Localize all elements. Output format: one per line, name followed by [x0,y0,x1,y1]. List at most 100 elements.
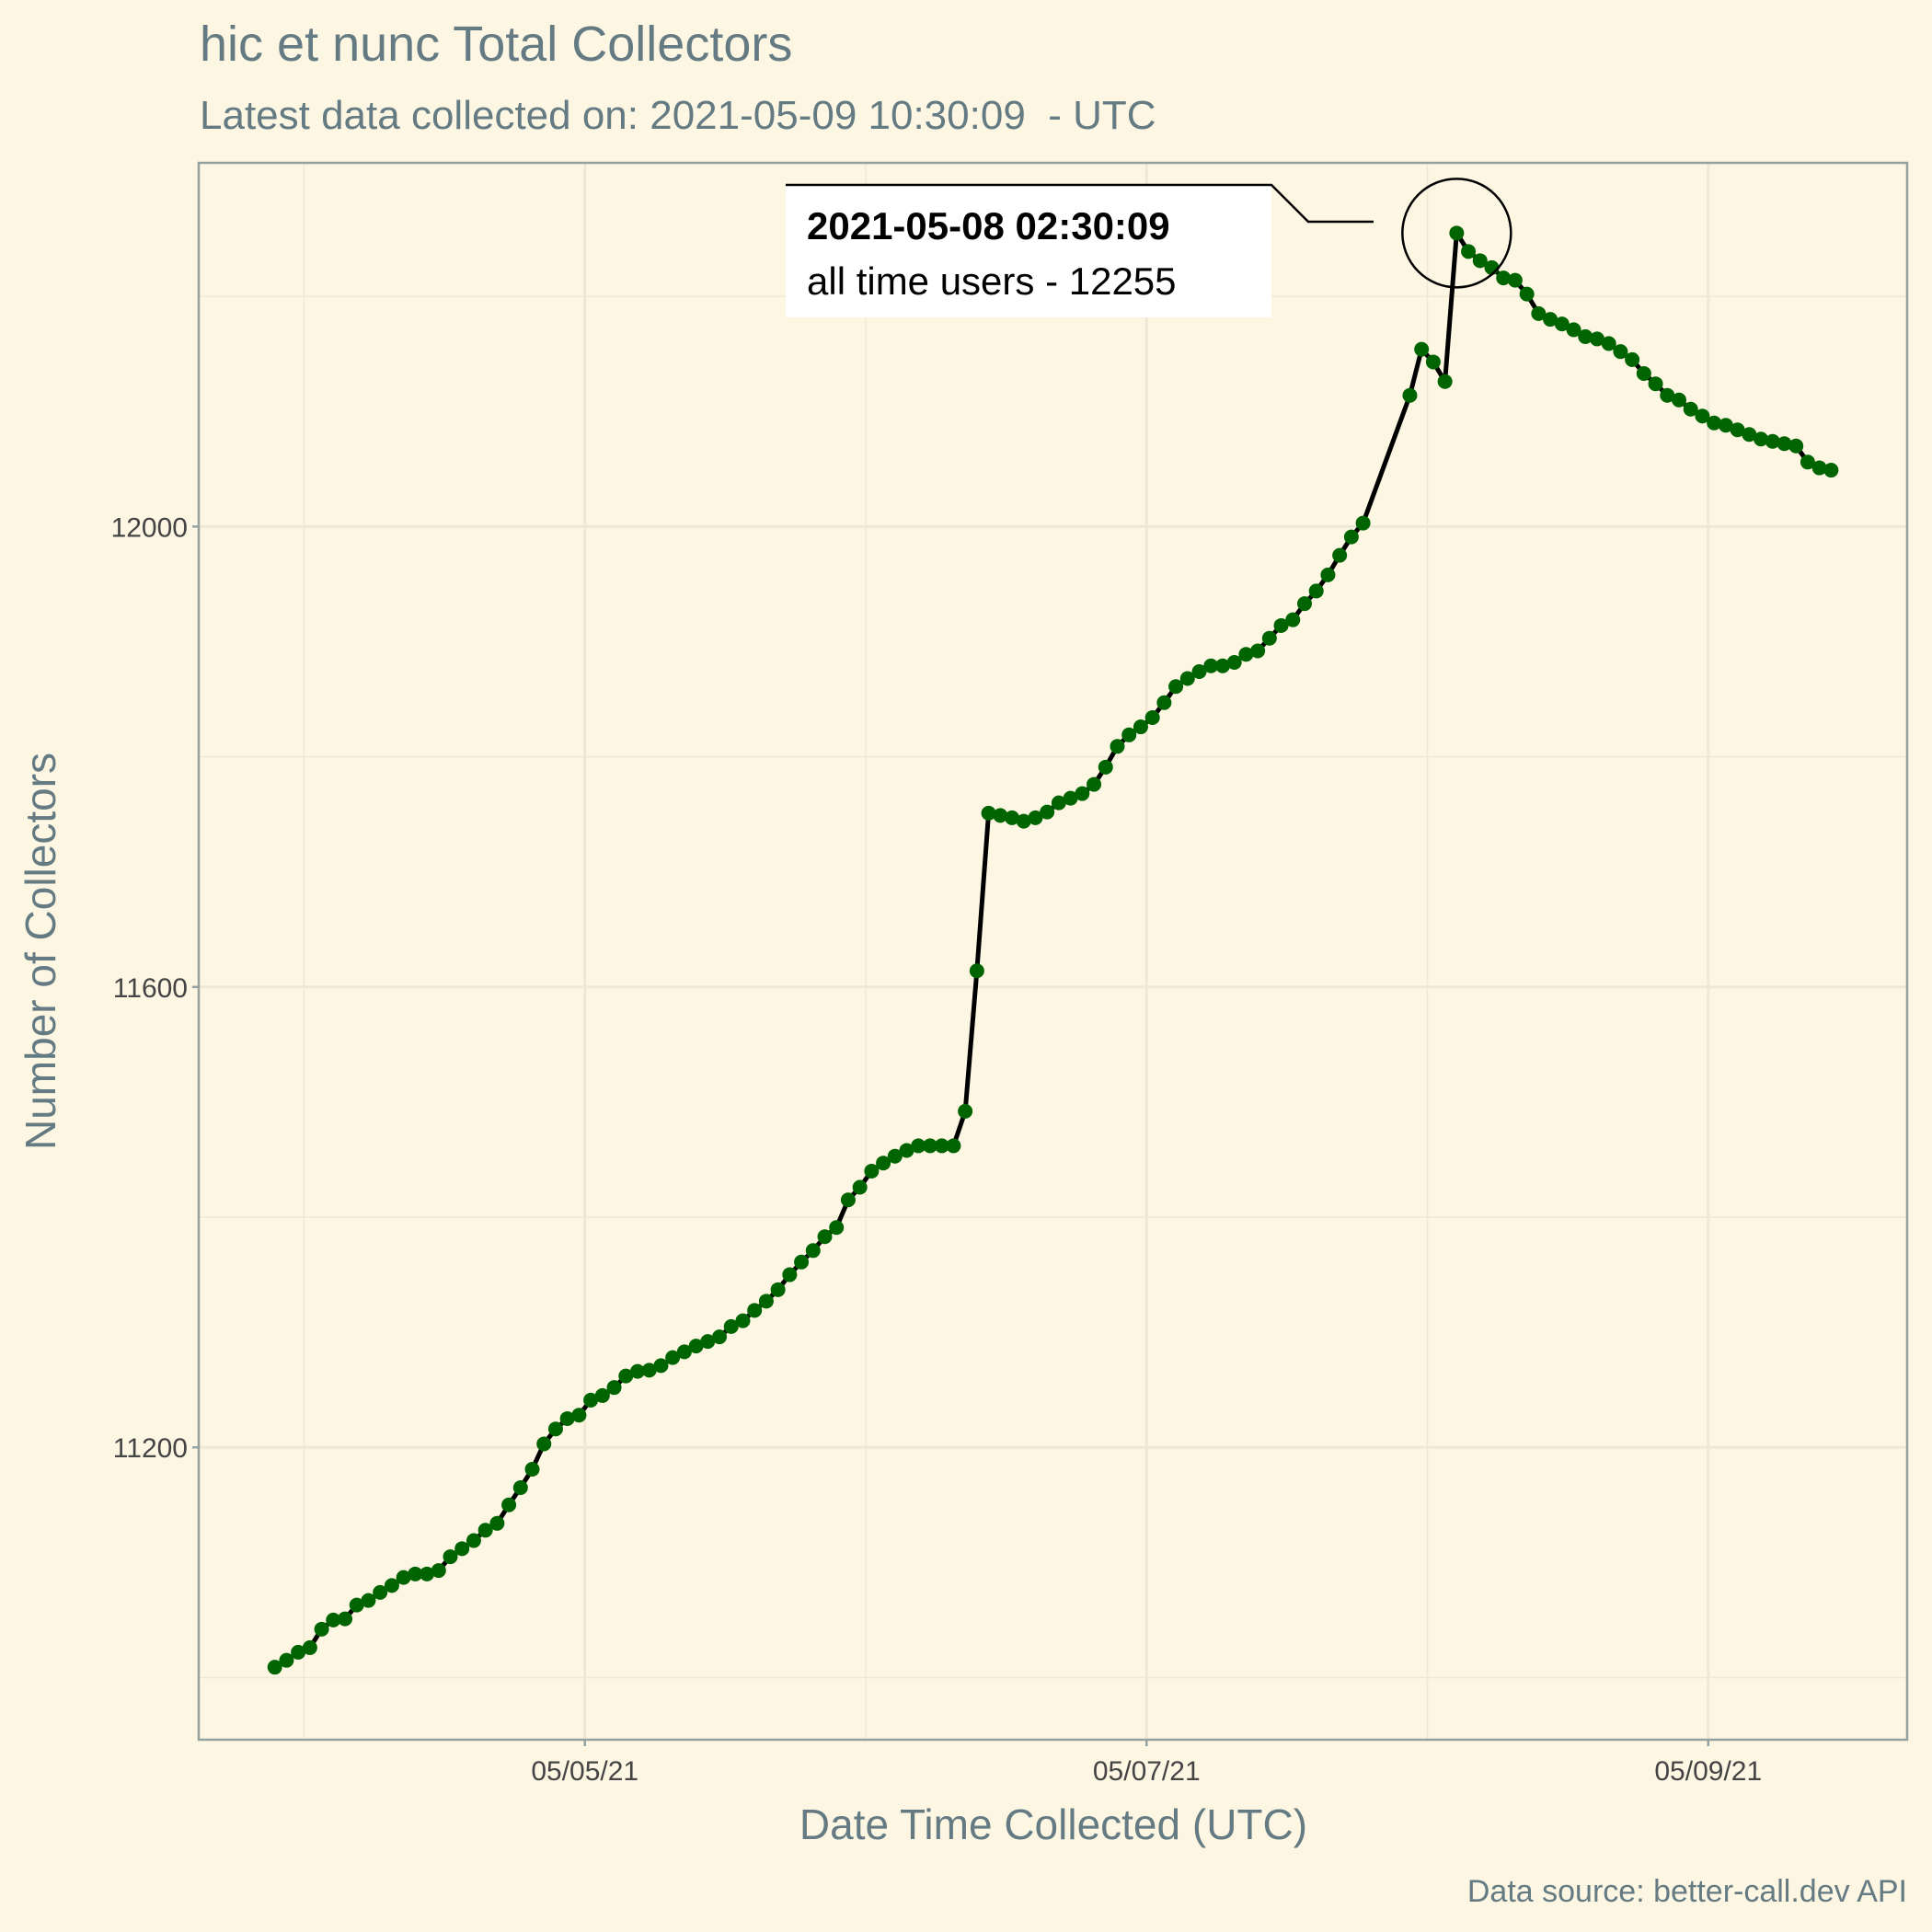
annotation-box [786,185,1271,317]
data-point [361,1593,376,1608]
data-point [431,1563,446,1579]
data-point [1718,418,1733,433]
data-point [1543,312,1558,328]
data-point [1121,727,1137,742]
y-axis-label: Number of Collectors [17,753,64,1150]
annotation-title: 2021-05-08 02:30:09 [807,204,1170,247]
data-point [1273,617,1289,633]
y-tick-label: 11200 [113,1433,188,1464]
data-point [279,1652,294,1668]
data-point [1098,759,1113,775]
data-point [1754,431,1769,447]
data-point [302,1639,317,1655]
data-point [1040,804,1055,820]
data-point [911,1138,926,1154]
data-point [1636,365,1651,381]
data-point [1660,387,1675,403]
data-point [723,1318,739,1334]
data-point [1087,776,1102,792]
data-point [291,1644,306,1660]
data-point [396,1570,411,1585]
x-axis-label: Date Time Collected (UTC) [799,1800,1307,1848]
data-point [1168,679,1184,695]
data-point [1507,272,1523,288]
data-point [864,1163,880,1179]
data-point [1578,328,1593,344]
data-point [653,1358,669,1374]
data-point [1214,658,1230,673]
data-point [338,1611,353,1627]
data-point [1811,460,1827,476]
annotation-text: all time users - 12255 [807,259,1177,303]
caption: Data source: better-call.dev API [1467,1874,1907,1909]
data-point [1332,547,1348,563]
data-point [384,1578,399,1593]
data-point [454,1541,470,1557]
data-point [1765,433,1780,449]
data-point [489,1515,505,1531]
chart-subtitle: Latest data collected on: 2021-05-09 10:… [200,93,1156,138]
data-point [946,1138,961,1154]
data-point [524,1461,540,1477]
data-point [1788,438,1804,454]
data-point [641,1363,657,1378]
data-point [1028,810,1043,825]
data-point [314,1621,329,1637]
data-point [349,1597,364,1613]
data-point [1226,654,1242,670]
data-point [805,1243,821,1259]
y-tick-label: 11600 [113,973,188,1004]
data-point [1133,719,1148,735]
data-point [1648,376,1663,392]
highlight-circle [1401,178,1512,289]
data-point [1695,408,1710,424]
data-point [1402,387,1418,403]
annotation: 2021-05-08 02:30:09 all time users - 122… [786,178,1512,317]
data-point [1777,436,1792,452]
data-point [583,1392,599,1408]
data-point [840,1192,856,1208]
data-point [1285,612,1301,627]
grid [199,163,1907,1740]
data-point [1051,795,1066,811]
data-point [1343,529,1359,545]
data-point [1016,813,1031,829]
data-point [1425,354,1441,370]
data-point [618,1368,634,1384]
data-point [1179,671,1195,686]
data-point [958,1103,973,1119]
data-point [1554,316,1570,332]
data-point [1144,710,1160,726]
data-point [981,805,996,821]
data-point [817,1229,833,1245]
data-point [1472,253,1488,269]
data-point [1238,647,1254,662]
data-point [1355,515,1371,531]
data-point [1613,344,1628,360]
data-point [899,1143,914,1158]
data-point [1156,695,1172,710]
data-point [922,1138,937,1154]
data-point [934,1138,949,1154]
data-point [758,1294,774,1309]
data-point [1601,336,1616,351]
data-point [1823,463,1839,478]
data-point [477,1523,493,1538]
data-point [1250,643,1266,659]
data-point [1203,658,1219,673]
data-point [466,1533,481,1548]
data-point [969,963,984,979]
annotation-connector [786,183,1374,224]
data-point [1437,374,1453,389]
data-point [852,1179,868,1195]
data-point [1683,401,1698,417]
data-point [1414,341,1430,357]
x-tick-label: 05/07/21 [1093,1756,1201,1787]
data-point [1566,322,1581,338]
data-point [571,1408,587,1423]
data-point [1496,270,1512,286]
data-point [993,808,1008,823]
x-tick-label: 05/05/21 [531,1756,638,1787]
data-point [829,1220,845,1236]
data-point [547,1421,563,1437]
